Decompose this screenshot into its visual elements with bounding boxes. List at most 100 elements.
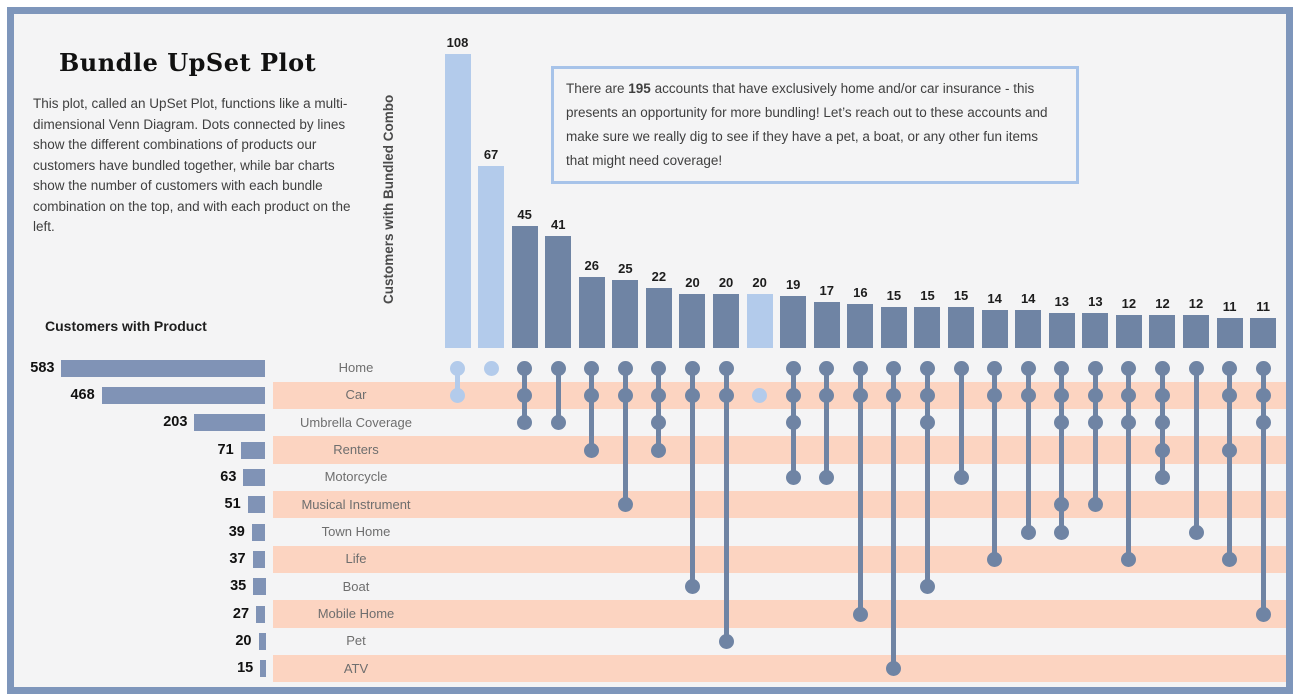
matrix-dot-14-car[interactable] [886, 387, 902, 403]
matrix-dot-22-renters[interactable] [1154, 442, 1170, 458]
matrix-dot-8-home[interactable] [684, 360, 700, 376]
matrix-dot-4-umbrella-coverage[interactable] [550, 415, 566, 431]
combo-bar-6[interactable] [612, 280, 639, 348]
matrix-dot-16-motorcycle[interactable] [953, 469, 969, 485]
matrix-dot-5-home[interactable] [584, 360, 600, 376]
combo-bar-3[interactable] [511, 225, 538, 348]
matrix-dot-4-home[interactable] [550, 360, 566, 376]
matrix-dot-24-renters[interactable] [1222, 442, 1238, 458]
matrix-dot-3-umbrella-coverage[interactable] [517, 415, 533, 431]
product-bar-motorcycle[interactable] [243, 468, 266, 486]
matrix-dot-24-home[interactable] [1222, 360, 1238, 376]
matrix-dot-19-town-home[interactable] [1054, 524, 1070, 540]
matrix-dot-6-musical-instrument[interactable] [617, 497, 633, 513]
combo-bar-13[interactable] [847, 304, 874, 348]
matrix-dot-13-mobile-home[interactable] [852, 606, 868, 622]
matrix-dot-20-musical-instrument[interactable] [1087, 497, 1103, 513]
combo-bar-18[interactable] [1015, 309, 1042, 348]
combo-bar-25[interactable] [1250, 318, 1277, 348]
product-bar-renters[interactable] [240, 441, 266, 459]
matrix-dot-18-home[interactable] [1020, 360, 1036, 376]
combo-bar-16[interactable] [948, 307, 975, 348]
matrix-dot-10-car[interactable] [752, 387, 768, 403]
matrix-dot-24-car[interactable] [1222, 387, 1238, 403]
matrix-dot-24-life[interactable] [1222, 551, 1238, 567]
matrix-dot-11-home[interactable] [785, 360, 801, 376]
matrix-dot-19-umbrella-coverage[interactable] [1054, 415, 1070, 431]
matrix-dot-21-life[interactable] [1121, 551, 1137, 567]
matrix-dot-15-umbrella-coverage[interactable] [919, 415, 935, 431]
combo-bar-5[interactable] [578, 277, 605, 348]
matrix-dot-25-umbrella-coverage[interactable] [1255, 415, 1271, 431]
matrix-dot-23-town-home[interactable] [1188, 524, 1204, 540]
matrix-dot-9-home[interactable] [718, 360, 734, 376]
matrix-dot-8-boat[interactable] [684, 579, 700, 595]
matrix-dot-11-motorcycle[interactable] [785, 469, 801, 485]
combo-bar-8[interactable] [679, 293, 706, 348]
combo-bar-14[interactable] [880, 307, 907, 348]
matrix-dot-17-life[interactable] [987, 551, 1003, 567]
matrix-dot-13-car[interactable] [852, 387, 868, 403]
matrix-dot-13-home[interactable] [852, 360, 868, 376]
matrix-dot-21-home[interactable] [1121, 360, 1137, 376]
matrix-dot-7-car[interactable] [651, 387, 667, 403]
combo-bar-24[interactable] [1216, 318, 1243, 348]
matrix-dot-22-motorcycle[interactable] [1154, 469, 1170, 485]
combo-bar-22[interactable] [1149, 315, 1176, 348]
combo-bar-4[interactable] [545, 236, 572, 348]
combo-bar-9[interactable] [713, 293, 740, 348]
product-bar-life[interactable] [252, 550, 266, 568]
matrix-dot-6-car[interactable] [617, 387, 633, 403]
matrix-dot-22-umbrella-coverage[interactable] [1154, 415, 1170, 431]
product-bar-boat[interactable] [253, 578, 266, 596]
matrix-dot-17-home[interactable] [987, 360, 1003, 376]
combo-bar-10[interactable] [746, 293, 773, 348]
matrix-dot-15-home[interactable] [919, 360, 935, 376]
combo-bar-11[interactable] [780, 296, 807, 348]
matrix-dot-7-umbrella-coverage[interactable] [651, 415, 667, 431]
matrix-dot-25-car[interactable] [1255, 387, 1271, 403]
matrix-dot-2-home[interactable] [483, 360, 499, 376]
combo-bar-12[interactable] [813, 301, 840, 348]
matrix-dot-5-car[interactable] [584, 387, 600, 403]
combo-bar-15[interactable] [914, 307, 941, 348]
matrix-dot-11-car[interactable] [785, 387, 801, 403]
matrix-dot-23-home[interactable] [1188, 360, 1204, 376]
combo-bar-17[interactable] [981, 309, 1008, 348]
matrix-dot-18-town-home[interactable] [1020, 524, 1036, 540]
matrix-dot-15-boat[interactable] [919, 579, 935, 595]
matrix-dot-21-umbrella-coverage[interactable] [1121, 415, 1137, 431]
product-bar-home[interactable] [61, 359, 266, 377]
combo-bar-1[interactable] [444, 54, 471, 348]
matrix-dot-19-musical-instrument[interactable] [1054, 497, 1070, 513]
matrix-dot-14-atv[interactable] [886, 661, 902, 677]
product-bar-atv[interactable] [260, 660, 266, 678]
product-bar-pet[interactable] [258, 632, 266, 650]
matrix-dot-12-home[interactable] [819, 360, 835, 376]
matrix-dot-3-car[interactable] [517, 387, 533, 403]
combo-bar-19[interactable] [1048, 312, 1075, 348]
matrix-dot-12-motorcycle[interactable] [819, 469, 835, 485]
matrix-dot-25-mobile-home[interactable] [1255, 606, 1271, 622]
matrix-dot-16-home[interactable] [953, 360, 969, 376]
matrix-dot-19-car[interactable] [1054, 387, 1070, 403]
matrix-dot-5-renters[interactable] [584, 442, 600, 458]
matrix-dot-18-car[interactable] [1020, 387, 1036, 403]
matrix-dot-14-home[interactable] [886, 360, 902, 376]
product-bar-car[interactable] [101, 386, 266, 404]
matrix-dot-1-car[interactable] [450, 387, 465, 403]
combo-bar-2[interactable] [478, 165, 505, 348]
matrix-dot-22-home[interactable] [1154, 360, 1170, 376]
product-bar-mobile-home[interactable] [256, 605, 266, 623]
matrix-dot-6-home[interactable] [617, 360, 633, 376]
combo-bar-23[interactable] [1183, 315, 1210, 348]
matrix-dot-11-umbrella-coverage[interactable] [785, 415, 801, 431]
matrix-dot-7-renters[interactable] [651, 442, 667, 458]
matrix-dot-9-pet[interactable] [718, 633, 734, 649]
matrix-dot-20-car[interactable] [1087, 387, 1103, 403]
matrix-dot-21-car[interactable] [1121, 387, 1137, 403]
matrix-dot-20-home[interactable] [1087, 360, 1103, 376]
combo-bar-7[interactable] [645, 288, 672, 348]
matrix-dot-12-car[interactable] [819, 387, 835, 403]
matrix-dot-19-home[interactable] [1054, 360, 1070, 376]
